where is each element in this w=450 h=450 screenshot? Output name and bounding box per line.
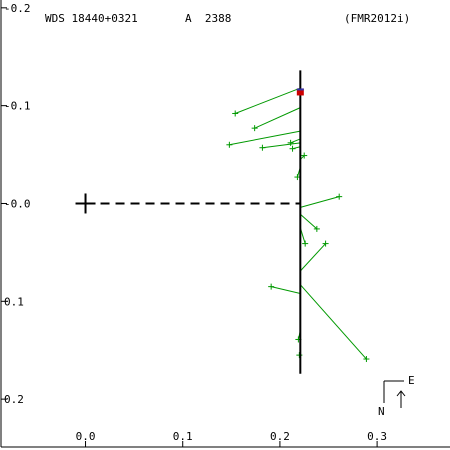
compass-east-label: E bbox=[408, 374, 415, 387]
orbit-lines bbox=[75, 70, 304, 374]
observation-point bbox=[287, 139, 294, 146]
x-tick-label: 0.3 bbox=[367, 430, 387, 443]
observation-point bbox=[226, 141, 233, 148]
observation-point bbox=[301, 152, 308, 159]
predicted-position-marker bbox=[296, 88, 304, 96]
x-tick-label: 0.2 bbox=[270, 430, 290, 443]
observation-residual-line bbox=[299, 243, 326, 272]
y-tick-label: 0.1 bbox=[4, 295, 24, 308]
compass-direction-arrow-head bbox=[396, 390, 406, 397]
observation-point bbox=[232, 110, 239, 117]
observation-residual-line bbox=[235, 87, 301, 114]
observation-point bbox=[251, 125, 258, 132]
observation-residual-line bbox=[271, 286, 301, 294]
observation-residual-lines bbox=[229, 87, 367, 360]
observation-point bbox=[336, 193, 343, 200]
x-tick-label: 0.1 bbox=[173, 430, 193, 443]
observation-residual-line bbox=[262, 142, 301, 149]
observation-residual-line bbox=[299, 284, 367, 360]
compass-rose: E N bbox=[378, 374, 415, 418]
y-tick-label: 0.2 bbox=[4, 393, 24, 406]
y-axis-ticks: -0.2 -0.1 -0.0 0.1 0.2 bbox=[1, 2, 31, 406]
observation-point bbox=[302, 240, 309, 247]
y-tick-label: -0.2 bbox=[4, 2, 31, 15]
observation-point bbox=[259, 144, 266, 151]
x-axis-ticks: 0.0 0.1 0.2 0.3 bbox=[76, 430, 387, 447]
observation-residual-line bbox=[300, 196, 340, 208]
observation-residual-line bbox=[290, 138, 301, 144]
x-tick-label: 0.0 bbox=[76, 430, 96, 443]
observation-residual-line bbox=[229, 130, 301, 146]
y-tick-label: -0.1 bbox=[4, 100, 31, 113]
primary-star-marker bbox=[75, 193, 96, 214]
observation-residual-line bbox=[299, 213, 318, 230]
observation-point bbox=[363, 356, 370, 363]
observation-point bbox=[313, 225, 320, 232]
observation-point bbox=[322, 240, 329, 247]
title-wds-identifier: WDS 18440+0321 bbox=[45, 12, 138, 25]
compass-north-label: N bbox=[378, 405, 385, 418]
chart-title: WDS 18440+0321 A 2388 (FMR2012i) bbox=[45, 12, 410, 25]
y-tick-label: -0.0 bbox=[4, 197, 31, 210]
observation-point bbox=[289, 145, 296, 152]
title-discoverer-designation: A 2388 bbox=[185, 12, 231, 25]
observation-residual-line bbox=[254, 107, 301, 129]
predicted-position-square bbox=[296, 88, 304, 96]
observation-point bbox=[268, 283, 275, 290]
title-orbit-reference: (FMR2012i) bbox=[344, 12, 410, 25]
